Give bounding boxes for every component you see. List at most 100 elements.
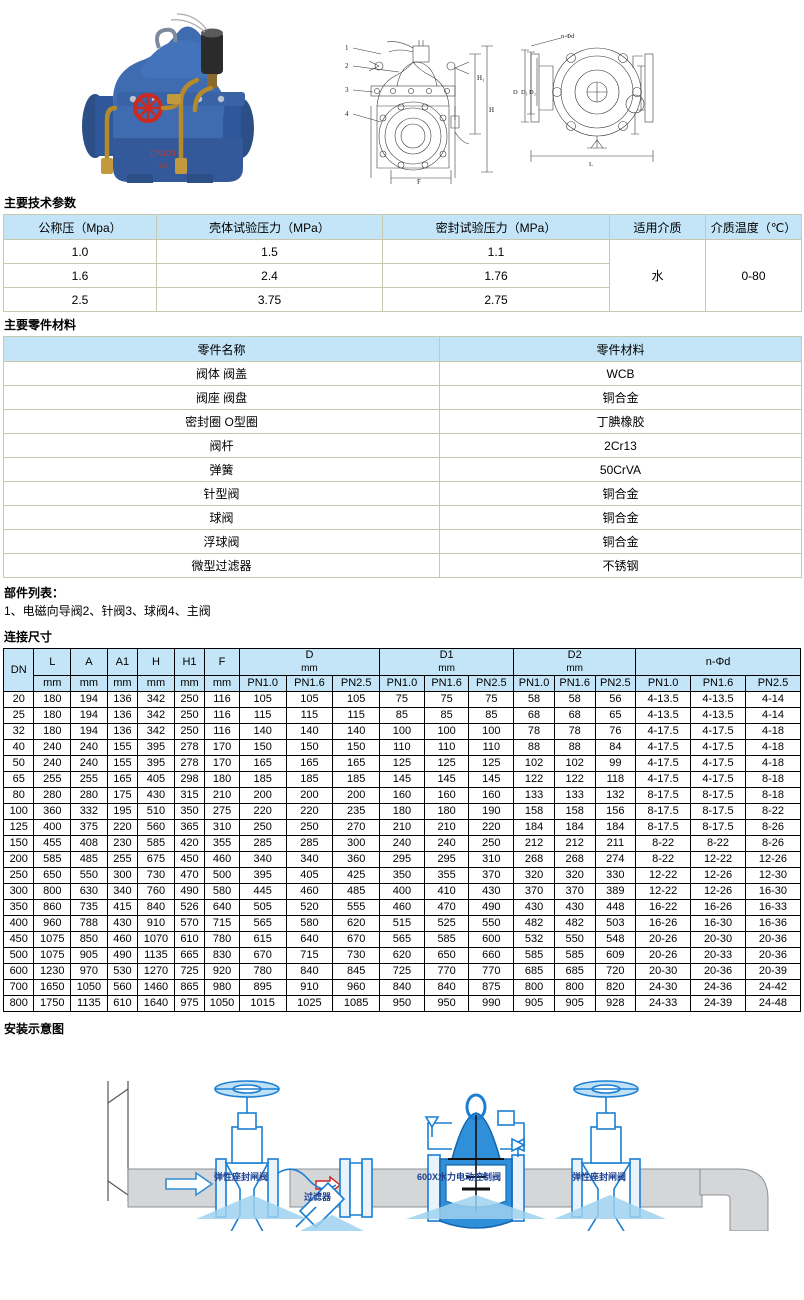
dim-col-dn: DN [2, 648, 35, 692]
material-col-part-material: 零件材料 [439, 336, 802, 362]
dim-cell: 158 [553, 803, 596, 820]
dim-cell: 395 [137, 739, 175, 756]
table-row: 150 455 408 230 585 420 355 285 285 300 240 240 250 2… [2, 835, 802, 852]
drawing-callout-2: 2 [345, 62, 349, 70]
table-row: 1.0 1.5 1.1 水 0-80 [3, 239, 802, 312]
dim-cell: 505 [238, 899, 287, 916]
dim-cell: 102 [513, 755, 555, 772]
spec-cell: 1.6 [3, 263, 157, 288]
dim-cell: 58 [513, 691, 555, 708]
material-cell-material: 不锈钢 [439, 553, 802, 578]
material-cell-name: 浮球阀 [3, 529, 440, 554]
parts-list-text: 1、电磁向导阀2、针阀3、球阀4、主阀 [4, 604, 211, 618]
dim-group-d2: D2 mm [513, 648, 637, 676]
dim-cell: 20-30 [690, 931, 746, 948]
dim-cell: 220 [285, 803, 334, 820]
dim-cell: 24-48 [744, 995, 802, 1012]
dim-cell: 600 [468, 931, 515, 948]
dim-cell: 315 [173, 787, 206, 804]
dim-cell: 8-26 [744, 835, 802, 852]
dim-cell: 4-13.5 [690, 691, 746, 708]
dim-cell: 250 [173, 707, 206, 724]
dim-cell: 490 [173, 883, 206, 900]
dim-cell: 4-17.5 [690, 755, 746, 772]
dim-cell: 136 [106, 723, 139, 740]
dim-cell: 268 [553, 851, 596, 868]
table-row: 200 585 485 255 675 450 460 340 340 360 295 295 310 2… [2, 851, 802, 868]
dim-cell: 16-22 [635, 899, 692, 916]
dim-cell: 1025 [285, 995, 334, 1012]
dim-cell: 275 [204, 803, 240, 820]
dim-cell: 184 [594, 819, 637, 836]
dim-cell: 405 [285, 867, 334, 884]
dim-cell: 630 [70, 883, 108, 900]
dim-cell: 310 [204, 819, 240, 836]
drawing-dim-F: F [417, 178, 421, 186]
material-cell-name: 弹簧 [3, 457, 440, 482]
dim-cell: 300 [332, 835, 381, 852]
dim-cell: 4-13.5 [635, 707, 692, 724]
dim-cell: 20-33 [690, 947, 746, 964]
dim-cell: 1460 [137, 979, 175, 996]
dim-cell: 88 [513, 739, 555, 756]
dim-cell: 85 [423, 707, 470, 724]
dim-cell: 510 [137, 803, 175, 820]
dim-cell: 136 [106, 691, 139, 708]
table-row: 阀体 阀盖 WCB [3, 361, 802, 386]
dim-cell: 820 [594, 979, 637, 996]
spec-col-temperature: 介质温度（℃） [705, 214, 802, 240]
dim-cell: 150 [332, 739, 381, 756]
gate-valve-left [214, 1080, 280, 1231]
dim-cell: 310 [468, 851, 515, 868]
dim-cell: 375 [70, 819, 108, 836]
dim-cell: 730 [137, 867, 175, 884]
dim-unit-l: mm [33, 675, 72, 692]
dim-cell: 460 [379, 899, 425, 916]
dim-cell: 342 [137, 723, 175, 740]
dim-cell: 4-13.5 [635, 691, 692, 708]
dim-cell: 4-18 [744, 755, 802, 772]
dim-cell: 255 [33, 771, 72, 788]
dim-cell: 133 [513, 787, 555, 804]
dim-cell: 448 [594, 899, 637, 916]
dim-cell: 150 [238, 739, 287, 756]
dim-sub-pn2-5: PN2.5 [332, 675, 381, 692]
dim-cell: 78 [553, 723, 596, 740]
dim-cell: 180 [423, 803, 470, 820]
dim-cell: 210 [379, 819, 425, 836]
dim-cell: 175 [106, 787, 139, 804]
dim-cell: 8-18 [744, 771, 802, 788]
drawing-callout-1: 1 [345, 44, 349, 52]
dim-sub-pn1-6: PN1.6 [690, 675, 746, 692]
dim-cell: 20-36 [690, 963, 746, 980]
dim-cell: 770 [423, 963, 470, 980]
spec-cell: 2.5 [3, 287, 157, 312]
spec-col-medium: 适用介质 [609, 214, 706, 240]
drawing-callout-4: 4 [345, 110, 349, 118]
material-cell-material: WCB [439, 361, 802, 386]
dim-cell: 4-14 [744, 707, 802, 724]
material-cell-name: 阀体 阀盖 [3, 361, 440, 386]
dim-cell: 610 [173, 931, 206, 948]
dim-cell: 110 [379, 739, 425, 756]
material-header-row: 零件名称 零件材料 [3, 336, 802, 362]
dim-cell: 840 [285, 963, 334, 980]
dim-cell: 500 [204, 867, 240, 884]
dim-sub-pn2-5: PN2.5 [744, 675, 802, 692]
dim-cell: 455 [33, 835, 72, 852]
dim-cell: 565 [238, 915, 287, 932]
install-label-strainer: 过滤器 [304, 1192, 332, 1202]
table-row: 弹簧 50CrVA [3, 457, 802, 482]
material-cell-material: 铜合金 [439, 529, 802, 554]
installation-diagram: 弹性座封闸阀 过滤器 600X水力电动控制阀 弹性座封闸阀 [0, 1041, 804, 1236]
dim-cell: 950 [379, 995, 425, 1012]
dim-cell: 840 [379, 979, 425, 996]
dim-cell: 285 [238, 835, 287, 852]
dim-cell: 12-22 [690, 851, 746, 868]
dim-cell: 184 [513, 819, 555, 836]
dim-cell: 532 [513, 931, 555, 948]
dim-cell: 395 [137, 755, 175, 772]
material-cell-name: 微型过滤器 [3, 553, 440, 578]
dim-cell: 122 [513, 771, 555, 788]
